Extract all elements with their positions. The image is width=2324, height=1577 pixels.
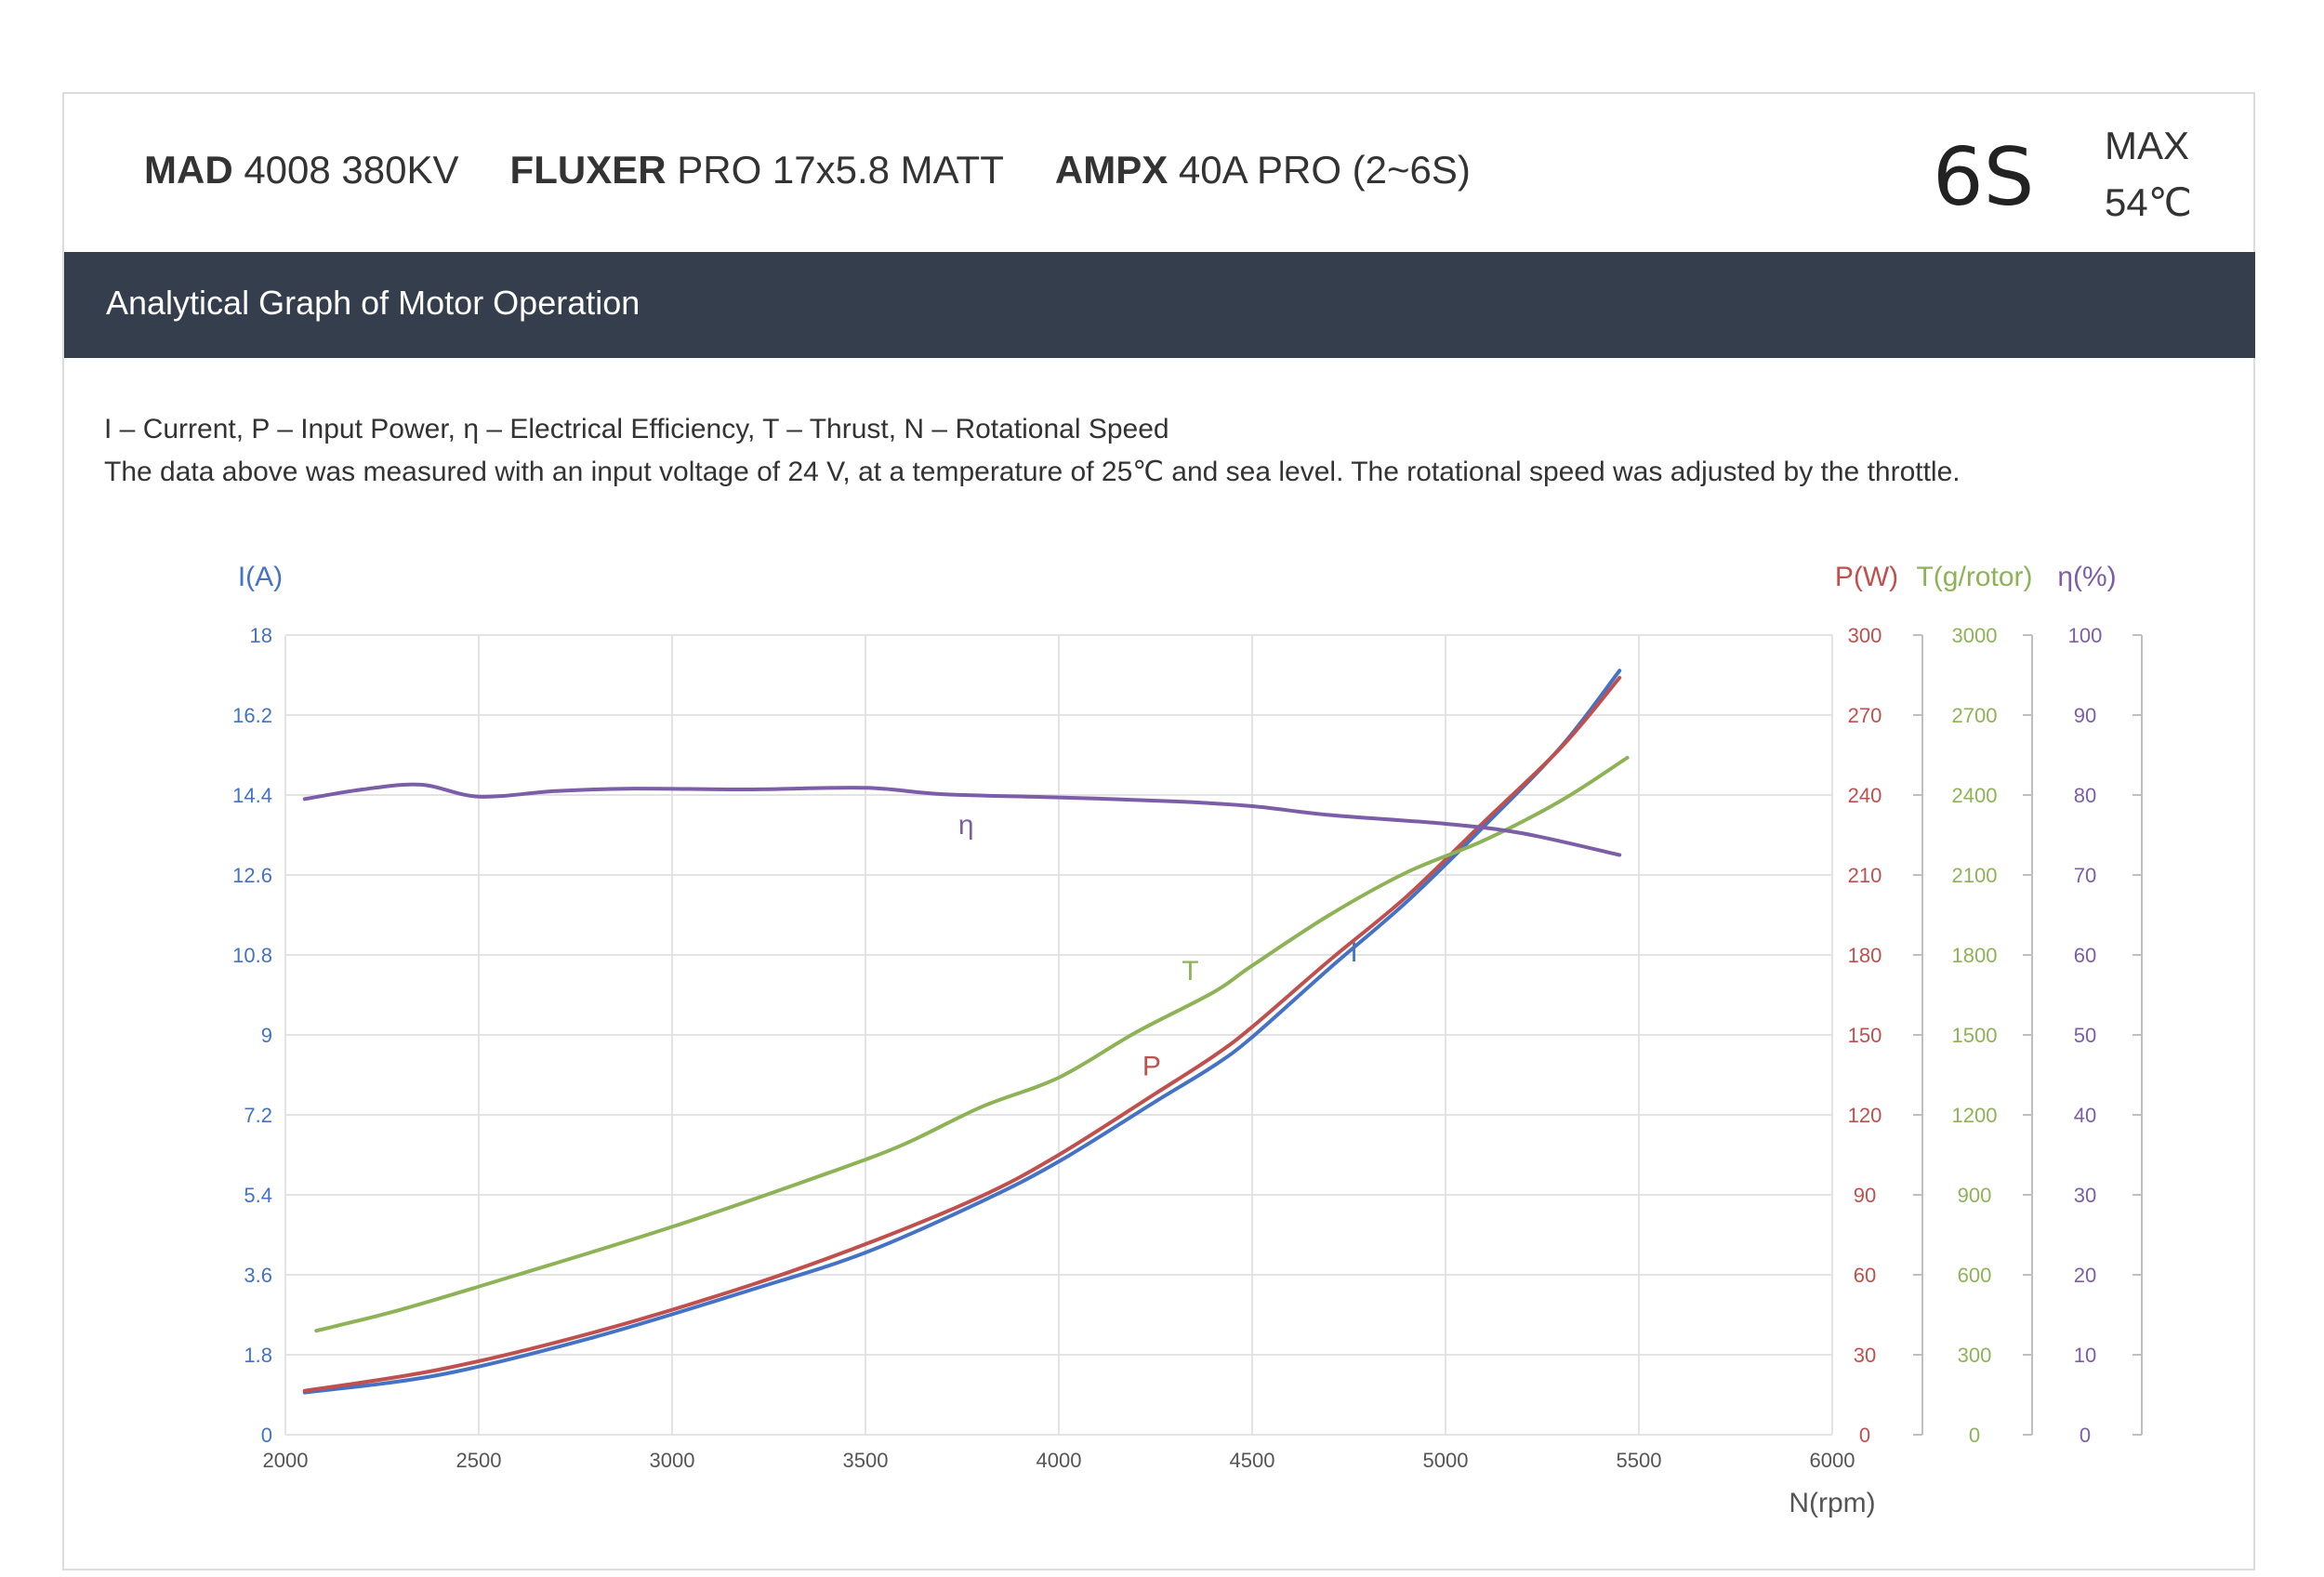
power-tick-label: 150 xyxy=(1848,1024,1882,1047)
power-tick-label: 270 xyxy=(1848,704,1882,727)
x-tick-label: 3000 xyxy=(650,1449,695,1472)
series-annotation: I xyxy=(1350,937,1357,968)
efficiency-tick-label: 70 xyxy=(2074,864,2096,887)
current-axis-label: I(A) xyxy=(238,562,283,592)
series-annotation: T xyxy=(1182,956,1198,987)
current-tick-label: 10.8 xyxy=(232,944,272,967)
efficiency-tick-label: 100 xyxy=(2068,624,2103,647)
power-tick-label: 90 xyxy=(1854,1184,1876,1207)
efficiency-axis-label: η(%) xyxy=(2057,562,2116,592)
legend-text: I – Current, P – Input Power, η – Electr… xyxy=(104,408,1961,494)
power-axis-label: P(W) xyxy=(1835,562,1898,592)
power-tick-label: 120 xyxy=(1848,1104,1882,1127)
cell-count: 6S xyxy=(1933,131,2035,224)
esc-spec: AMPX 40A PRO (2~6S) xyxy=(1055,148,1471,192)
max-temperature: 54℃ xyxy=(2105,180,2192,224)
current-tick-label: 12.6 xyxy=(232,864,272,887)
power-tick-label: 60 xyxy=(1854,1264,1876,1287)
thrust-tick-label: 2100 xyxy=(1952,864,1998,887)
motor-brand: MAD xyxy=(144,148,233,192)
prop-spec: FLUXER PRO 17x5.8 MATT xyxy=(510,148,1004,192)
series-annotation: η xyxy=(958,810,974,841)
series-line-efficiency xyxy=(302,782,1622,857)
thrust-tick-label: 1200 xyxy=(1952,1104,1998,1127)
efficiency-tick-label: 10 xyxy=(2074,1344,2096,1367)
section-title: Analytical Graph of Motor Operation xyxy=(106,284,640,322)
current-tick-label: 0 xyxy=(261,1424,272,1447)
efficiency-tick-label: 0 xyxy=(2080,1424,2091,1447)
section-header: Analytical Graph of Motor Operation xyxy=(64,252,2255,358)
series-line-thrust xyxy=(314,755,1630,1333)
current-tick-label: 7.2 xyxy=(244,1104,272,1127)
efficiency-tick-label: 90 xyxy=(2074,704,2096,727)
thrust-tick-label: 2700 xyxy=(1952,704,1998,727)
current-tick-label: 9 xyxy=(261,1024,272,1047)
x-tick-label: 5000 xyxy=(1423,1449,1469,1472)
max-label: MAX xyxy=(2105,124,2190,167)
power-tick-label: 240 xyxy=(1848,784,1882,807)
current-tick-label: 16.2 xyxy=(232,704,272,727)
current-tick-label: 3.6 xyxy=(244,1264,272,1287)
thrust-tick-label: 1500 xyxy=(1952,1024,1998,1047)
thrust-tick-label: 900 xyxy=(1958,1184,1992,1207)
power-tick-label: 210 xyxy=(1848,864,1882,887)
current-tick-label: 14.4 xyxy=(232,784,272,807)
thrust-tick-label: 0 xyxy=(1969,1424,1980,1447)
power-tick-label: 180 xyxy=(1848,944,1882,967)
series-line-current xyxy=(302,669,1622,1395)
motor-spec: MAD 4008 380KV xyxy=(144,148,459,192)
thrust-axis-label: T(g/rotor) xyxy=(1916,562,2032,592)
power-tick-label: 30 xyxy=(1854,1344,1876,1367)
power-tick-label: 0 xyxy=(1859,1424,1870,1447)
efficiency-tick-label: 20 xyxy=(2074,1264,2096,1287)
motor-model: 4008 380KV xyxy=(244,148,459,192)
x-axis-label: N(rpm) xyxy=(1789,1488,1875,1518)
current-tick-label: 1.8 xyxy=(244,1344,272,1367)
power-tick-label: 300 xyxy=(1848,624,1882,647)
series-annotation: P xyxy=(1142,1052,1161,1082)
result-card: MAD 4008 380KV FLUXER PRO 17x5.8 MATT AM… xyxy=(62,92,2255,1570)
thrust-tick-label: 1800 xyxy=(1952,944,1998,967)
thrust-tick-label: 600 xyxy=(1958,1264,1992,1287)
current-tick-label: 5.4 xyxy=(244,1184,272,1207)
x-tick-label: 6000 xyxy=(1810,1449,1855,1472)
current-tick-label: 18 xyxy=(250,624,272,647)
x-tick-label: 3500 xyxy=(843,1449,889,1472)
efficiency-tick-label: 30 xyxy=(2074,1184,2096,1207)
efficiency-tick-label: 80 xyxy=(2074,784,2096,807)
thrust-tick-label: 2400 xyxy=(1952,784,1998,807)
esc-model: 40A PRO (2~6S) xyxy=(1178,148,1471,192)
prop-model: PRO 17x5.8 MATT xyxy=(677,148,1004,192)
legend-line: I – Current, P – Input Power, η – Electr… xyxy=(104,414,1169,444)
x-tick-label: 2500 xyxy=(456,1449,502,1472)
efficiency-tick-label: 60 xyxy=(2074,944,2096,967)
prop-brand: FLUXER xyxy=(509,148,667,192)
efficiency-tick-label: 40 xyxy=(2074,1104,2096,1127)
thrust-tick-label: 300 xyxy=(1958,1344,1992,1367)
x-tick-label: 2000 xyxy=(263,1449,309,1472)
x-tick-label: 4000 xyxy=(1037,1449,1082,1472)
product-line: MAD 4008 380KV FLUXER PRO 17x5.8 MATT AM… xyxy=(144,148,1471,192)
measurement-note: The data above was measured with an inpu… xyxy=(104,457,1961,487)
efficiency-tick-label: 50 xyxy=(2074,1024,2096,1047)
x-tick-label: 4500 xyxy=(1230,1449,1275,1472)
thrust-tick-label: 3000 xyxy=(1952,624,1998,647)
x-tick-label: 5500 xyxy=(1617,1449,1662,1472)
esc-brand: AMPX xyxy=(1054,148,1169,192)
